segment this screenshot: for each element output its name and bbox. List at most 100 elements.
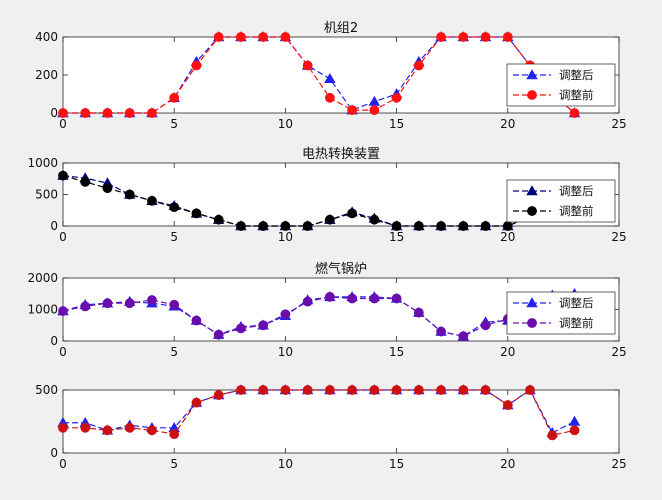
data-point-2-9 [258, 32, 269, 42]
subplot-4: 0 5 10 15 20 25 0 500 [35, 383, 627, 471]
data-point-2-0 [58, 422, 68, 433]
x-tick-label: 0 [59, 457, 67, 471]
data-point-2-17 [436, 221, 446, 231]
x-tick-label: 20 [500, 230, 515, 244]
data-point-2-13 [347, 293, 358, 304]
x-tick-label: 25 [611, 457, 626, 471]
y-tick-label: 2000 [27, 271, 58, 285]
data-point-2-11 [302, 296, 313, 307]
data-point-2-20 [502, 32, 513, 42]
data-point-2-1 [80, 176, 91, 187]
x-tick-label: 5 [170, 117, 178, 131]
legend-box [506, 63, 616, 107]
data-point-2-5 [169, 92, 180, 103]
data-point-2-9 [258, 320, 269, 331]
data-point-2-1 [80, 301, 91, 312]
data-point-2-6 [191, 397, 202, 408]
legend-box [506, 291, 616, 335]
data-point-2-4 [147, 425, 157, 436]
data-point-2-10 [280, 309, 291, 320]
x-tick-label: 0 [59, 345, 67, 359]
x-tick-label: 10 [278, 345, 293, 359]
x-tick-label: 15 [389, 457, 404, 471]
x-tick-label: 15 [389, 117, 404, 131]
data-point-2-16 [413, 385, 424, 395]
data-point-2-2 [102, 183, 113, 194]
data-point-2-19 [480, 385, 491, 395]
legend-marker-1 [526, 297, 538, 308]
data-point-2-4 [147, 295, 157, 305]
data-point-2-14 [369, 385, 380, 395]
data-point-2-12 [324, 92, 335, 103]
data-point-2-8 [236, 323, 246, 334]
data-point-1-12 [324, 72, 336, 83]
data-point-2-16 [413, 221, 424, 231]
data-point-2-6 [191, 208, 202, 219]
data-point-2-9 [258, 221, 269, 231]
legend-box [506, 179, 616, 223]
data-point-2-17 [436, 326, 446, 337]
data-point-2-7 [213, 32, 224, 42]
x-tick-label: 10 [278, 117, 293, 131]
x-tick-label: 0 [59, 230, 67, 244]
x-tick-label: 10 [278, 457, 293, 471]
x-tick-label: 15 [389, 345, 404, 359]
legend-label-1: 调整后 [559, 184, 594, 198]
data-point-2-5 [169, 429, 180, 439]
data-point-2-1 [80, 108, 91, 118]
data-point-2-11 [302, 385, 313, 395]
data-point-2-9 [258, 385, 269, 395]
data-point-2-4 [147, 108, 157, 118]
data-point-2-3 [124, 189, 135, 200]
data-point-2-0 [58, 108, 68, 118]
y-tick-label: 1000 [27, 303, 58, 317]
legend-marker-2 [527, 206, 537, 216]
data-point-2-13 [347, 208, 358, 219]
data-point-2-23 [569, 108, 580, 118]
y-tick-label: 500 [35, 188, 58, 202]
data-point-2-20 [502, 221, 513, 231]
data-point-2-10 [280, 221, 291, 231]
subplot-title: 燃气锅炉 [315, 261, 367, 277]
data-point-2-18 [458, 221, 469, 231]
data-point-2-6 [191, 60, 202, 71]
data-point-2-23 [569, 425, 580, 436]
data-point-2-6 [191, 315, 202, 326]
data-point-2-3 [124, 422, 135, 433]
x-tick-label: 15 [389, 230, 404, 244]
legend-marker-2 [527, 318, 537, 328]
data-point-2-11 [302, 221, 313, 231]
data-point-2-8 [236, 32, 246, 42]
legend-label-1: 调整后 [559, 68, 594, 82]
data-point-2-11 [302, 60, 313, 71]
data-point-2-12 [324, 385, 335, 395]
data-point-2-15 [391, 92, 402, 103]
x-tick-label: 20 [500, 345, 515, 359]
y-tick-label: 400 [35, 30, 58, 44]
data-point-2-19 [480, 32, 491, 42]
y-tick-label: 0 [50, 446, 58, 460]
data-point-2-22 [547, 430, 558, 441]
x-tick-label: 0 [59, 117, 67, 131]
legend-label-2: 调整前 [559, 88, 594, 102]
x-tick-label: 25 [611, 230, 626, 244]
data-point-2-14 [369, 214, 380, 225]
data-point-2-10 [280, 32, 291, 42]
data-point-2-8 [236, 221, 246, 231]
data-point-2-1 [80, 422, 91, 433]
data-point-2-17 [436, 385, 446, 395]
data-point-2-18 [458, 385, 469, 395]
data-point-2-20 [502, 400, 513, 411]
x-tick-label: 20 [500, 117, 515, 131]
x-tick-label: 25 [611, 345, 626, 359]
legend-marker-2 [527, 90, 537, 100]
data-point-2-5 [169, 202, 180, 212]
x-tick-label: 25 [611, 117, 626, 131]
legend-label-2: 调整前 [559, 204, 594, 218]
